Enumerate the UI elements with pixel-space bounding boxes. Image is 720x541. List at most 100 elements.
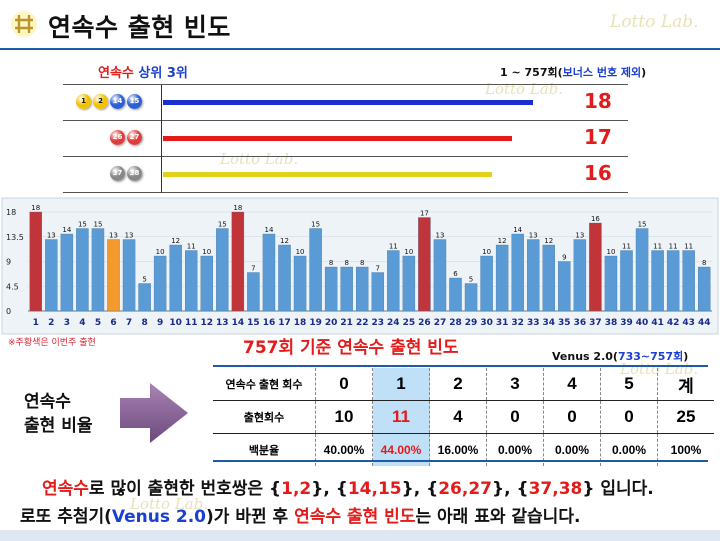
- bar-4: [76, 228, 89, 312]
- ratio-label: 연속수 출현 비율: [24, 392, 93, 436]
- rank-bar: [163, 100, 533, 105]
- bar-17: [278, 244, 291, 312]
- table-cell: 계: [657, 368, 714, 401]
- table-cell: 2: [429, 368, 487, 401]
- data-label-1: 18: [31, 204, 40, 212]
- bar-21: [340, 266, 353, 312]
- page-title: 연속수 출현 빈도: [48, 13, 231, 42]
- bar-42: [666, 250, 680, 312]
- table-cell: 25: [657, 400, 714, 434]
- table-cell: 0: [543, 400, 601, 434]
- rank-separator: [63, 120, 628, 121]
- x-tick-label-29: 29: [465, 318, 478, 328]
- bar-37: [589, 222, 602, 312]
- x-tick-label-5: 5: [95, 318, 101, 328]
- x-tick-label-33: 33: [527, 318, 540, 328]
- bar-22: [356, 266, 369, 312]
- bar-43: [682, 250, 695, 312]
- x-tick-label-21: 21: [340, 318, 353, 328]
- bar-41: [651, 250, 664, 312]
- bar-31: [495, 244, 509, 312]
- data-label-32: 14: [513, 226, 522, 234]
- watermark: Lotto Lab.: [610, 12, 699, 32]
- y-tick-label: 13.5: [6, 233, 24, 242]
- x-tick-label-43: 43: [682, 318, 695, 328]
- x-tick-label-31: 31: [496, 318, 509, 328]
- table-bottom-border: [213, 460, 708, 462]
- bar-35: [558, 261, 571, 312]
- x-tick-label-14: 14: [232, 318, 245, 328]
- summary-line-1: 연속수로 많이 출현한 번호쌍은 {1,2}, {14,15}, {26,27}…: [42, 479, 654, 499]
- bottom-bar: [0, 530, 720, 541]
- x-tick-label-16: 16: [263, 318, 276, 328]
- data-label-12: 10: [202, 248, 211, 256]
- data-label-35: 9: [562, 254, 566, 262]
- data-label-20: 8: [329, 259, 333, 267]
- bar-8: [138, 283, 151, 312]
- rank-separator: [63, 156, 628, 157]
- x-tick-label-19: 19: [309, 318, 322, 328]
- x-tick-label-6: 6: [110, 318, 116, 328]
- table-cell: 3: [486, 368, 544, 401]
- data-label-28: 6: [453, 270, 458, 278]
- bar-7: [122, 239, 136, 312]
- x-tick-label-44: 44: [698, 318, 711, 328]
- table-top-border: [213, 365, 708, 367]
- x-tick-label-20: 20: [325, 318, 338, 328]
- x-tick-label-28: 28: [449, 318, 462, 328]
- x-tick-label-15: 15: [247, 318, 260, 328]
- data-label-41: 11: [653, 243, 662, 251]
- bar-27: [433, 239, 447, 312]
- table-cell: 10: [315, 400, 373, 434]
- rank-separator: [63, 84, 628, 85]
- data-label-17: 12: [280, 237, 289, 245]
- x-tick-label-12: 12: [201, 318, 214, 328]
- lotto-ball-2: 2: [93, 94, 108, 109]
- bar-38: [604, 255, 618, 312]
- x-tick-label-22: 22: [356, 318, 369, 328]
- rank-bar: [163, 172, 492, 177]
- bar-24: [387, 250, 400, 312]
- header-divider: [0, 48, 720, 50]
- x-tick-label-40: 40: [636, 318, 649, 328]
- rank-count: 17: [584, 125, 612, 149]
- table-cell: 5: [600, 368, 658, 401]
- x-tick-label-25: 25: [403, 318, 416, 328]
- table-cell: 100%: [670, 443, 702, 457]
- bar-23: [371, 272, 384, 312]
- bar-15: [247, 272, 260, 312]
- bar-44: [698, 266, 711, 312]
- bar-10: [169, 244, 182, 312]
- bar-11: [185, 250, 198, 312]
- x-tick-label-23: 23: [372, 318, 385, 328]
- y-tick-label: 9: [6, 258, 11, 267]
- data-label-22: 8: [360, 259, 364, 267]
- bar-9: [153, 255, 167, 312]
- table-cell: 4: [543, 368, 601, 401]
- table-cell: 4: [429, 400, 487, 434]
- data-label-36: 13: [575, 232, 584, 240]
- x-tick-label-26: 26: [418, 318, 431, 328]
- data-label-37: 16: [591, 215, 600, 223]
- bar-13: [216, 228, 229, 312]
- data-label-5: 15: [93, 221, 102, 229]
- bar-18: [293, 255, 307, 312]
- x-tick-label-39: 39: [620, 318, 633, 328]
- bar-25: [402, 255, 416, 312]
- table-cell: 0: [600, 400, 658, 434]
- rank-count: 18: [584, 89, 612, 113]
- x-tick-label-34: 34: [543, 318, 556, 328]
- bar-32: [511, 233, 524, 312]
- x-tick-label-3: 3: [64, 318, 70, 328]
- bar-19: [309, 228, 322, 312]
- data-label-25: 10: [404, 248, 413, 256]
- rank-bar: [163, 136, 513, 141]
- x-tick-label-24: 24: [387, 318, 400, 328]
- bar-16: [262, 233, 276, 312]
- data-label-7: 13: [125, 232, 134, 240]
- data-label-4: 15: [78, 221, 87, 229]
- x-tick-label-17: 17: [278, 318, 291, 328]
- table-header-cell: 출현회수: [213, 400, 316, 434]
- y-tick-label: 4.5: [6, 282, 19, 291]
